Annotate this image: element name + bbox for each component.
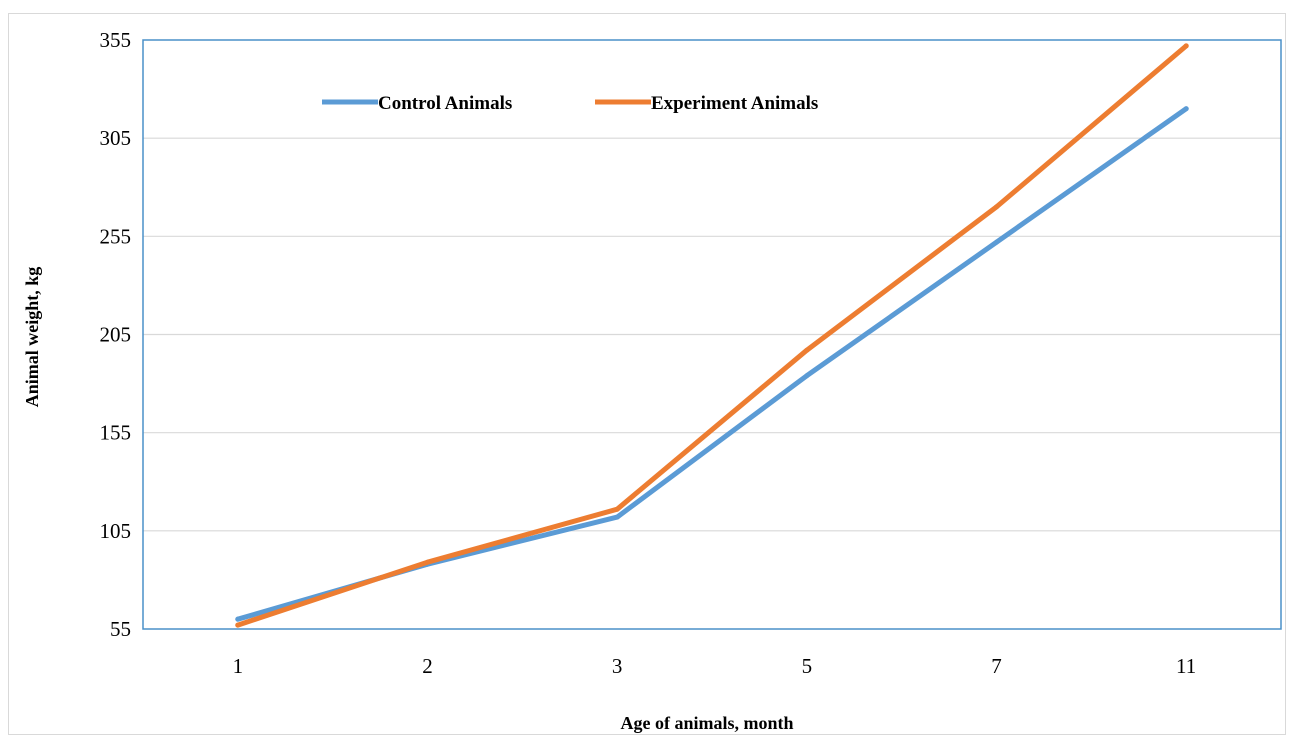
y-axis-ticks: 55 105 155 205 255 305 355 <box>100 28 132 641</box>
x-tick-label: 3 <box>612 654 623 678</box>
series-lines <box>235 43 1189 628</box>
y-tick-label: 205 <box>100 323 132 347</box>
y-tick-label: 355 <box>100 28 132 52</box>
y-tick-label: 55 <box>110 617 131 641</box>
series-line-1 <box>235 106 1189 622</box>
chart-frame <box>8 13 1286 735</box>
plot-area-border <box>142 39 1282 630</box>
data-point <box>235 616 241 622</box>
data-point <box>235 622 241 628</box>
y-tick-label: 255 <box>100 224 132 248</box>
y-axis-title: Animal weight, kg <box>22 267 42 408</box>
x-tick-label: 2 <box>422 654 433 678</box>
data-point <box>804 373 810 379</box>
x-tick-label: 1 <box>233 654 244 678</box>
data-point <box>994 239 999 245</box>
legend-label-2: Experiment Animals <box>651 93 818 114</box>
x-tick-label: 5 <box>802 654 813 678</box>
data-point <box>994 204 999 210</box>
x-axis-title: Age of animals, month <box>620 713 793 733</box>
data-point <box>1183 43 1189 49</box>
legend-label-1: Control Animals <box>378 93 512 114</box>
x-axis-ticks: 1 2 3 5 7 11 <box>233 654 1197 678</box>
legend: Control Animals Experiment Animals <box>322 93 818 114</box>
y-tick-label: 305 <box>100 126 132 150</box>
data-point <box>804 347 810 353</box>
x-tick-label: 11 <box>1176 654 1196 678</box>
x-tick-label: 7 <box>991 654 1002 678</box>
data-point <box>1183 106 1189 112</box>
data-point <box>614 506 620 512</box>
gridlines <box>143 137 1281 532</box>
data-point <box>614 514 620 520</box>
series-line-2 <box>235 43 1189 628</box>
data-point <box>425 559 430 565</box>
y-tick-label: 155 <box>100 421 132 445</box>
y-tick-label: 105 <box>100 519 132 543</box>
